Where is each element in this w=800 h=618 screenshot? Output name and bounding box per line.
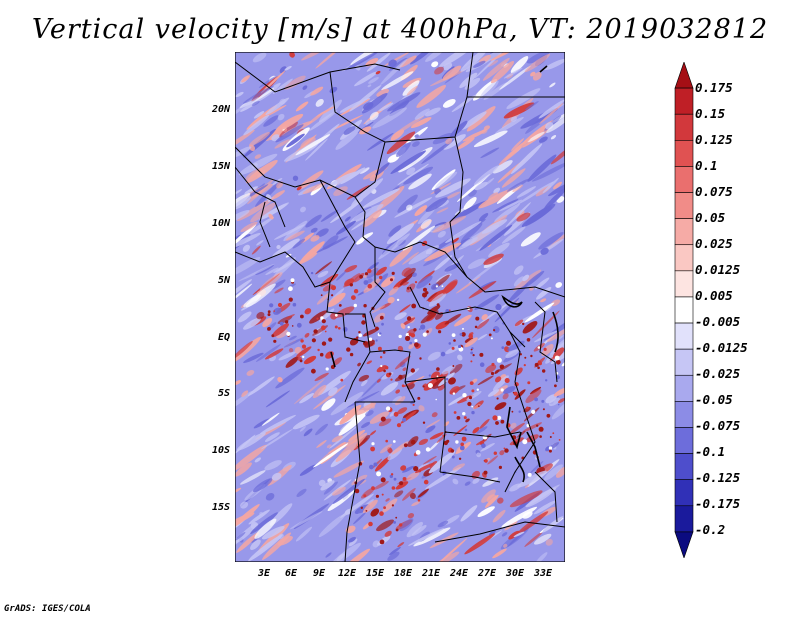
lat-label-10n: 10N: [211, 218, 230, 229]
colorbar-segment: [674, 479, 694, 507]
lat-label-5n: 5N: [217, 275, 230, 286]
lat-label-5s: 5S: [217, 388, 230, 399]
lon-label-24e: 24E: [450, 568, 469, 579]
lon-label-15e: 15E: [366, 568, 385, 579]
colorbar-label: -0.0125: [695, 340, 748, 355]
colorbar-label: 0.125: [695, 132, 733, 147]
map-title: Vertical velocity [m/s] at 400hPa, VT: 2…: [31, 14, 769, 45]
lat-label-eq: EQ: [217, 332, 230, 343]
colorbar-label: -0.2: [695, 522, 726, 537]
lat-label-10s: 10S: [211, 445, 230, 456]
lon-label-27e: 27E: [478, 568, 497, 579]
lat-label-15n: 15N: [211, 161, 230, 172]
lat-label-15s: 15S: [211, 502, 230, 513]
lon-label-21e: 21E: [422, 568, 441, 579]
colorbar-segment: [674, 166, 694, 193]
lake-outlines: [330, 65, 559, 483]
colorbar-segment: [674, 453, 694, 480]
colorbar-label: -0.125: [695, 470, 741, 485]
colorbar-segment: [674, 87, 694, 115]
colorbar-segment: [674, 113, 694, 141]
colorbar-segment: [674, 348, 694, 376]
colorbar-label: 0.025: [695, 236, 733, 251]
colorbar-label: -0.05: [695, 392, 733, 407]
colorbar-label: 0.005: [695, 288, 733, 303]
velocity-field-map: [235, 52, 565, 562]
lon-label-33e: 33E: [534, 568, 553, 579]
lon-label-30e: 30E: [506, 568, 525, 579]
colorbar-segment: [674, 531, 694, 558]
colorbar-segment: [674, 401, 694, 428]
colorbar-label: 0.075: [695, 184, 733, 199]
colorbar-label: -0.025: [695, 366, 741, 381]
colorbar-label: -0.005: [695, 314, 741, 329]
colorbar-segment: [674, 322, 694, 350]
colorbar-segment: [674, 62, 694, 89]
colorbar-label: 0.175: [695, 80, 733, 95]
grads-credit: GrADS: IGES/COLA: [4, 604, 91, 614]
colorbar-segment: [674, 427, 694, 454]
colorbar-segment: [674, 296, 694, 324]
colorbar-label: 0.05: [695, 210, 726, 225]
colorbar-segment: [674, 244, 694, 272]
colorbar-label: -0.075: [695, 418, 741, 433]
colorbar-segment: [674, 505, 694, 533]
lon-label-9e: 9E: [313, 568, 326, 579]
lon-label-6e: 6E: [285, 568, 298, 579]
colorbar-segment: [674, 374, 694, 402]
lon-label-12e: 12E: [338, 568, 357, 579]
velocity-patches: [235, 52, 565, 562]
colorbar-label: -0.175: [695, 496, 741, 511]
lon-label-3e: 3E: [258, 568, 271, 579]
colorbar-label: -0.1: [695, 444, 726, 459]
colorbar-segment: [674, 270, 694, 298]
colorbar-segment: [674, 218, 694, 246]
colorbar: [674, 62, 694, 558]
colorbar-segment: [674, 192, 694, 219]
colorbar-label: 0.0125: [695, 262, 741, 277]
country-borders: [235, 52, 565, 562]
colorbar-label: 0.1: [695, 158, 718, 173]
lat-label-20n: 20N: [211, 104, 230, 115]
lon-label-18e: 18E: [394, 568, 413, 579]
colorbar-segment: [674, 140, 694, 167]
colorbar-label: 0.15: [695, 106, 726, 121]
map-panel: [235, 52, 565, 562]
